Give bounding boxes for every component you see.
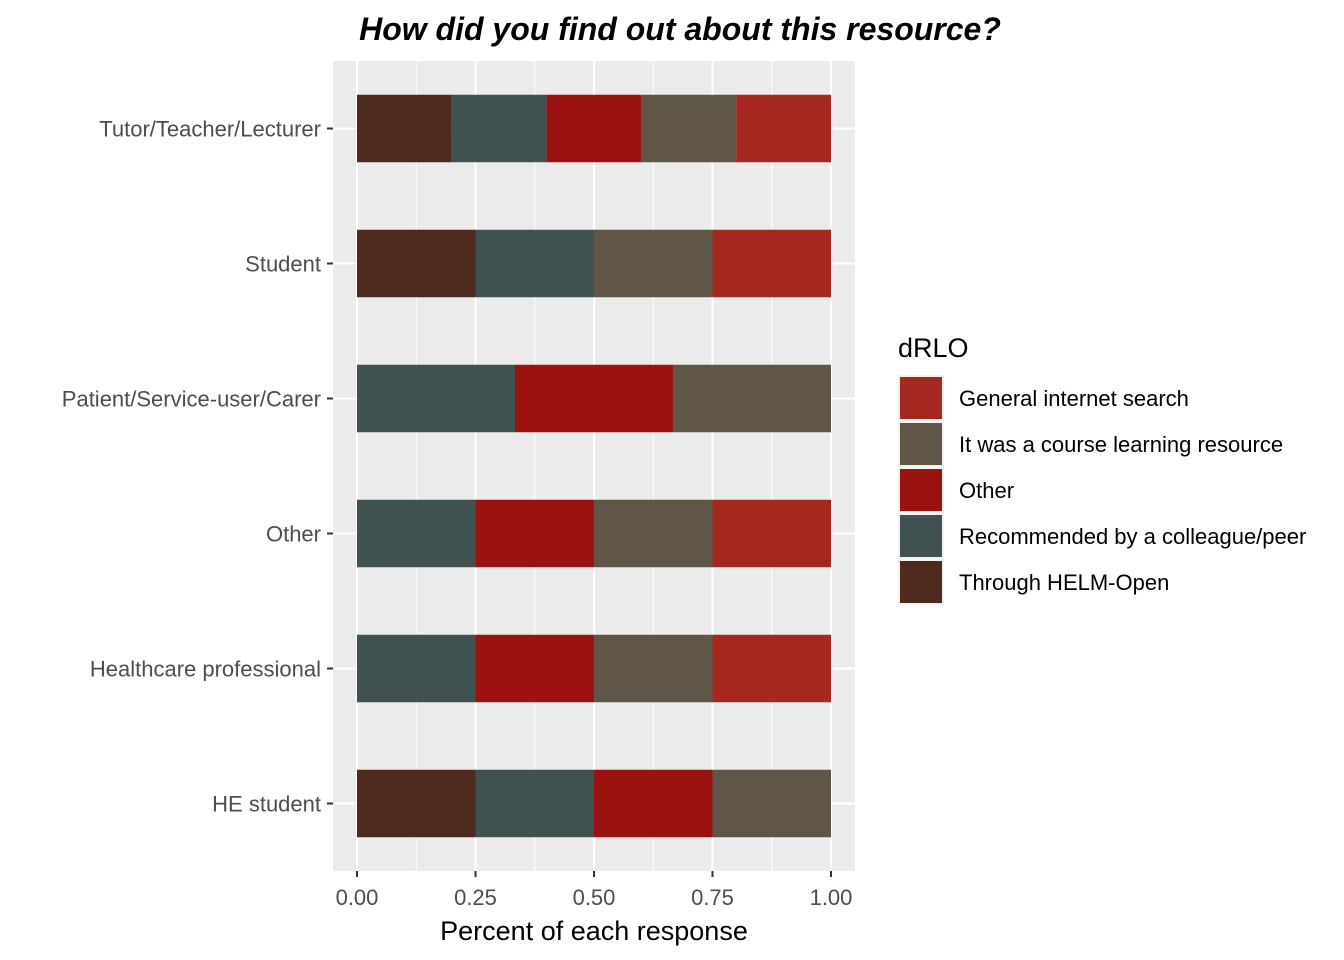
x-tick-label: 1.00 [810,885,853,910]
y-tick-label: Tutor/Teacher/Lecturer [99,117,321,142]
bar-segment [475,229,594,298]
bars [357,94,831,838]
bar-segment [357,94,452,163]
minor-gridlines [415,61,773,871]
bar-segment [357,499,476,568]
bar-segment [451,94,547,163]
bar-segment [357,229,476,298]
legend-label: Through HELM-Open [959,570,1169,595]
bar-segment [475,634,594,703]
bar-segment [594,229,713,298]
y-axis: Tutor/Teacher/Lecturer Student Patient/Ser… [62,117,333,817]
legend-label: Recommended by a colleague/peer [959,524,1306,549]
bar-segment [475,499,594,568]
bar-segment [641,94,737,163]
x-tick-label: 0.00 [336,885,379,910]
bar-segment [672,364,831,433]
bar-segment [546,94,642,163]
bar-segment [594,499,713,568]
bar-segment [357,364,515,433]
legend-label: Other [959,478,1014,503]
bar-segment [514,364,673,433]
bar-segment [712,499,831,568]
y-tick-label: Student [245,252,321,277]
bar-segment [736,94,831,163]
x-axis: 0.00 0.25 0.50 0.75 1.00 [336,871,853,910]
legend-swatch [900,561,942,603]
bar-segment [712,769,831,838]
bar-segment [357,634,476,703]
legend-title: dRLO [898,333,969,363]
legend-label: It was a course learning resource [959,432,1283,457]
x-tick-label: 0.25 [454,885,497,910]
y-tick-label: Patient/Service-user/Carer [62,387,321,412]
bar-segment [594,769,713,838]
x-axis-title: Percent of each response [440,916,748,946]
y-tick-label: Healthcare professional [90,657,321,682]
bar-segment [712,229,831,298]
x-tick-label: 0.75 [691,885,734,910]
legend-swatch [900,469,942,511]
y-tick-label: Other [266,522,321,547]
legend-label: General internet search [959,386,1189,411]
legend: dRLO General internet search It was a cou… [898,333,1306,605]
bar-segment [357,769,476,838]
bar-segment [594,634,713,703]
x-tick-label: 0.50 [573,885,616,910]
bar-segment [712,634,831,703]
legend-items: General internet search It was a course l… [898,375,1306,605]
chart-title: How did you find out about this resource… [359,11,1001,47]
bar-segment [475,769,594,838]
legend-swatch [900,515,942,557]
legend-swatch [900,423,942,465]
y-tick-label: HE student [212,792,321,817]
legend-swatch [900,377,942,419]
